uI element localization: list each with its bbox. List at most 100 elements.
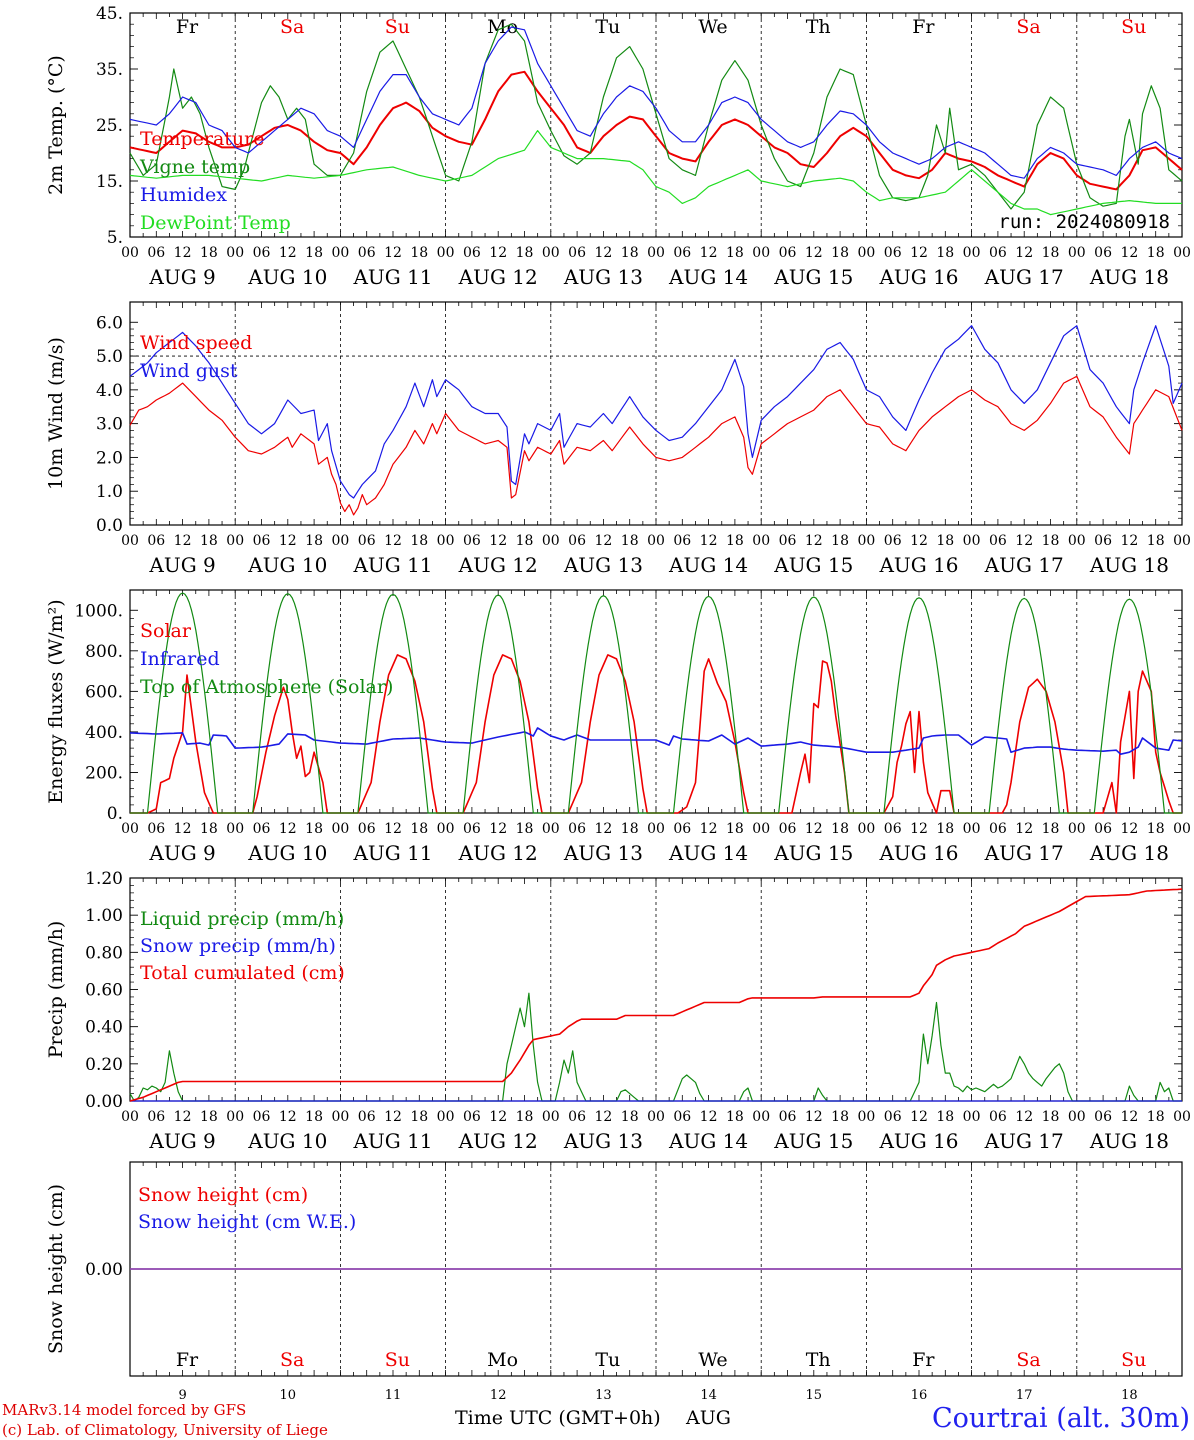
hour-label: 18: [200, 533, 218, 549]
hour-label: 06: [463, 533, 481, 549]
hour-label: 18: [831, 1109, 849, 1125]
hour-label: 00: [121, 245, 139, 261]
hour-label: 12: [594, 821, 612, 837]
hour-label: 12: [700, 245, 718, 261]
hour-label: 18: [1042, 533, 1060, 549]
hour-label: 00: [963, 245, 981, 261]
day-name-label: Mo: [487, 16, 518, 38]
date-label: AUG 14: [668, 265, 748, 289]
y-tick-label: 0.80: [85, 943, 123, 963]
hour-label: 18: [305, 1109, 323, 1125]
day-name-label: Tu: [595, 1349, 620, 1371]
y-tick-label: 6.0: [96, 313, 123, 333]
hour-label: 18: [410, 1109, 428, 1125]
month-label: AUG: [685, 1407, 731, 1429]
series-line-dewpoint-temp: [129, 130, 1182, 216]
hour-label: 18: [305, 533, 323, 549]
run-label: run: 2024080918: [998, 211, 1170, 233]
legend-entry: Top of Atmosphere (Solar): [140, 676, 393, 698]
day-name-label: We: [698, 1349, 727, 1371]
y-tick-label: 5.0: [96, 347, 123, 367]
legend-entry: Total cumulated (cm): [140, 962, 345, 984]
hour-label: 18: [726, 245, 744, 261]
hour-label: 06: [358, 245, 376, 261]
date-label: AUG 16: [878, 841, 958, 865]
y-tick-label: 2.0: [96, 448, 123, 468]
hour-label: 12: [489, 533, 507, 549]
legend-entry: Snow height (cm W.E.): [138, 1211, 356, 1233]
hour-label: 12: [805, 245, 823, 261]
hour-label: 06: [673, 821, 691, 837]
hour-label: 12: [910, 533, 928, 549]
panel-temperature: 5. 15. 25. 35. 45. 2m Temp. (°C) 00 06 12 18 00 06 1…: [45, 4, 1191, 289]
legend-entry: Solar: [140, 620, 192, 642]
legend-entry: Liquid precip (mm/h): [140, 908, 344, 930]
hour-label: 00: [331, 245, 349, 261]
hour-label: 18: [516, 533, 534, 549]
hour-label: 18: [200, 1109, 218, 1125]
hour-label: 06: [884, 821, 902, 837]
hour-label: 00: [121, 533, 139, 549]
hour-label: 06: [358, 821, 376, 837]
hour-label: 00: [1068, 533, 1086, 549]
date-label: AUG 14: [668, 553, 748, 577]
hour-label: 06: [147, 1109, 165, 1125]
day-name-label: Sa: [1016, 1349, 1040, 1371]
hour-label: 06: [989, 821, 1007, 837]
panels: 5. 15. 25. 35. 45. 2m Temp. (°C) 00 06 12 18 00 06 1…: [45, 4, 1191, 1403]
hour-label: 06: [884, 1109, 902, 1125]
date-label: AUG 18: [1089, 265, 1169, 289]
day-name-label: Th: [806, 1349, 831, 1371]
hour-label: 00: [857, 1109, 875, 1125]
hour-label: 18: [1147, 245, 1165, 261]
y-tick-label: 0.00: [85, 1092, 123, 1112]
hour-label: 06: [358, 533, 376, 549]
date-label: AUG 11: [352, 553, 432, 577]
hour-label: 12: [1015, 1109, 1033, 1125]
day-name-label: Fr: [176, 16, 199, 38]
y-tick-label: 600.: [85, 682, 123, 702]
hour-label: 00: [226, 533, 244, 549]
hour-label: 06: [779, 245, 797, 261]
hour-label: 18: [200, 245, 218, 261]
day-name-label: Fr: [912, 16, 935, 38]
hour-label: 12: [594, 1109, 612, 1125]
hour-label: 12: [910, 245, 928, 261]
date-label: AUG 10: [247, 553, 327, 577]
hour-label: 12: [174, 1109, 192, 1125]
hour-label: 18: [831, 821, 849, 837]
hour-label: 12: [910, 821, 928, 837]
hour-label: 12: [384, 245, 402, 261]
hour-label: 18: [621, 245, 639, 261]
day-name-label: Tu: [595, 16, 620, 38]
footer-copyright: (c) Lab. of Climatology, University of L…: [2, 1421, 328, 1439]
hour-label: 00: [437, 821, 455, 837]
hour-label: 18: [936, 821, 954, 837]
date-label: AUG 10: [247, 1129, 327, 1153]
hour-label: 00: [857, 821, 875, 837]
hour-label: 00: [647, 821, 665, 837]
date-label: AUG 18: [1089, 553, 1169, 577]
hour-label: 00: [1068, 245, 1086, 261]
hour-label: 00: [121, 821, 139, 837]
date-label: AUG 12: [458, 841, 538, 865]
y-tick-label: 15.: [96, 172, 123, 192]
panel-energy: 0. 200. 400. 600. 800. 1000. Energy fluxes (W/…: [45, 589, 1191, 865]
hour-label: 06: [568, 1109, 586, 1125]
hour-label: 00: [752, 821, 770, 837]
y-tick-label: 0.40: [85, 1018, 123, 1038]
hour-label: 18: [1147, 533, 1165, 549]
date-label: AUG 12: [458, 265, 538, 289]
date-label: AUG 13: [563, 841, 643, 865]
y-tick-label: 1.20: [85, 869, 123, 889]
hour-label: 12: [384, 1109, 402, 1125]
hour-label: 12: [1120, 533, 1138, 549]
hour-label: 00: [542, 245, 560, 261]
date-label: AUG 13: [563, 265, 643, 289]
hour-label: 06: [673, 1109, 691, 1125]
hour-label: 18: [410, 245, 428, 261]
day-name-label: Th: [806, 16, 831, 38]
date-label: AUG 10: [247, 265, 327, 289]
hour-label: 18: [936, 245, 954, 261]
